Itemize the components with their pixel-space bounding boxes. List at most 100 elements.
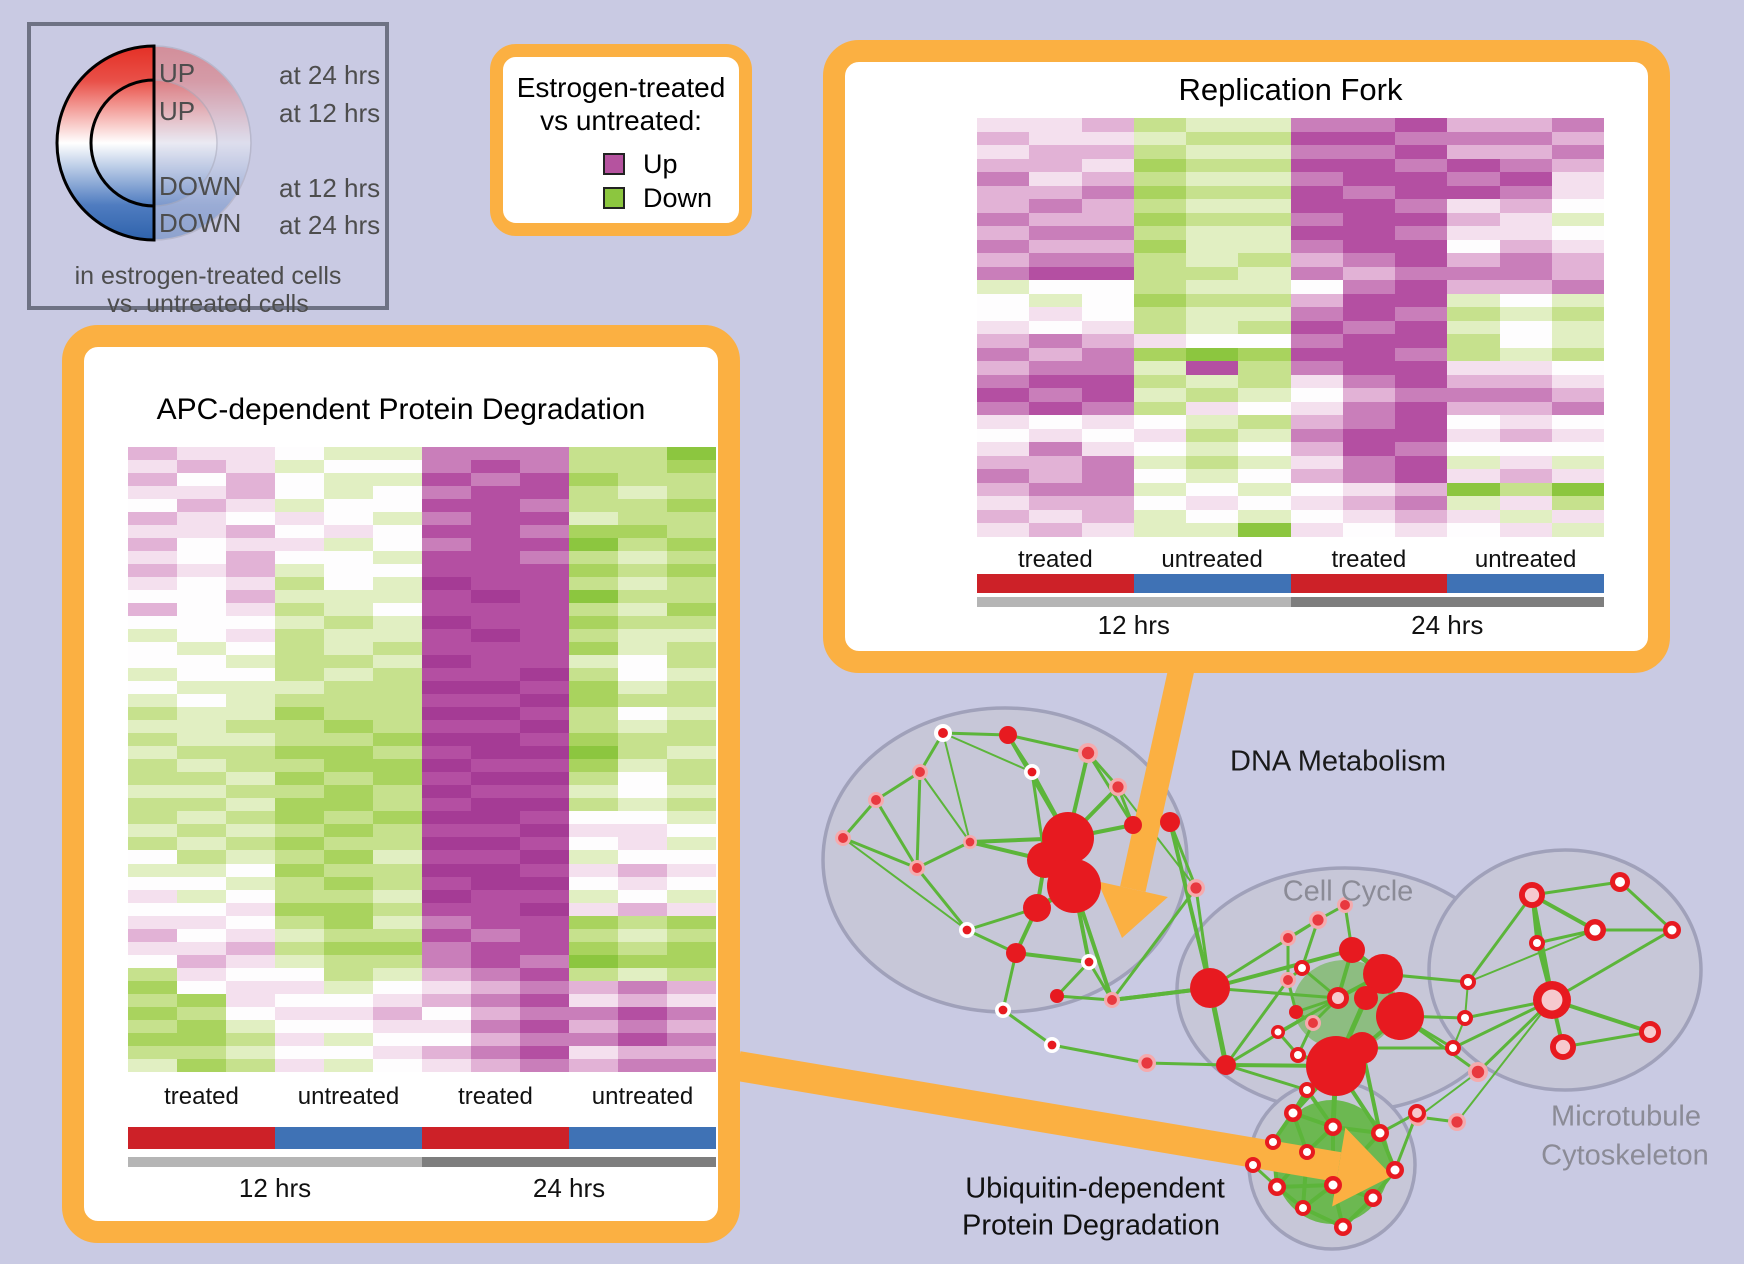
cluster-label-cell-cycle: Cell Cycle bbox=[1282, 875, 1414, 908]
heatmap-cell bbox=[1342, 455, 1395, 470]
heatmap-cell bbox=[667, 603, 716, 617]
heatmap-cell bbox=[667, 915, 716, 929]
heatmap-cell bbox=[520, 1058, 569, 1072]
heatmap-cell bbox=[177, 941, 226, 955]
heatmap-cell bbox=[1133, 320, 1186, 335]
heatmap-cell bbox=[1342, 145, 1395, 159]
heatmap-cell bbox=[471, 564, 520, 578]
cluster-label-ubiquitin-line1: Ubiquitin-dependent bbox=[965, 1172, 1225, 1205]
treated-bar bbox=[128, 1127, 275, 1149]
heatmap-cell bbox=[177, 798, 226, 812]
heatmap-cell bbox=[520, 525, 569, 539]
heatmap-row bbox=[128, 993, 716, 1007]
gene-node-core bbox=[915, 767, 925, 777]
bottom-margin bbox=[0, 1264, 1750, 1279]
heatmap-cell bbox=[977, 172, 1030, 186]
heatmap-cell bbox=[520, 837, 569, 851]
heatmap-cell bbox=[422, 525, 471, 539]
heatmap-cell bbox=[569, 629, 618, 643]
heatmap-cell bbox=[1186, 442, 1239, 456]
heatmap-row bbox=[128, 1058, 716, 1072]
heatmap-cell bbox=[275, 980, 324, 994]
heatmap-cell bbox=[128, 811, 177, 825]
heatmap-cell bbox=[1395, 415, 1448, 429]
heatmap-cell bbox=[471, 694, 520, 708]
heatmap-cell bbox=[520, 811, 569, 825]
heatmap-cell bbox=[1081, 496, 1134, 510]
treated-bar bbox=[422, 1127, 569, 1149]
heatmap-cell bbox=[977, 158, 1030, 173]
heatmap-row bbox=[128, 1006, 716, 1020]
heatmap-cell bbox=[1551, 158, 1604, 173]
estrogen-legend-box: Estrogen-treated vs untreated: Up Down bbox=[490, 44, 752, 236]
estrogen-legend-title-line2: vs untreated: bbox=[540, 105, 702, 136]
heatmap-cell bbox=[177, 889, 226, 903]
heatmap-cell bbox=[1029, 361, 1082, 375]
heatmap-cell bbox=[1029, 509, 1082, 524]
heatmap-cell bbox=[1447, 334, 1500, 348]
heatmap-cell bbox=[1029, 131, 1082, 146]
heatmap-row bbox=[128, 889, 716, 903]
heatmap-cell bbox=[324, 889, 373, 903]
rf-24hrs-label: 24 hrs bbox=[1411, 610, 1484, 640]
heatmap-cell bbox=[226, 512, 275, 526]
heatmap-cell bbox=[226, 1019, 275, 1033]
heatmap-cell bbox=[1029, 239, 1082, 254]
heatmap-cell bbox=[1133, 334, 1186, 348]
heatmap-cell bbox=[1029, 415, 1082, 429]
heatmap-cell bbox=[471, 850, 520, 864]
heatmap-cell bbox=[471, 486, 520, 500]
heatmap-cell bbox=[618, 460, 667, 474]
heatmap-cell bbox=[618, 889, 667, 903]
heatmap-cell bbox=[226, 837, 275, 851]
heatmap-row bbox=[128, 655, 716, 669]
heatmap-cell bbox=[1551, 523, 1604, 537]
heatmap-cell bbox=[667, 941, 716, 955]
heatmap-cell bbox=[1551, 496, 1604, 510]
heatmap-cell bbox=[373, 733, 422, 747]
gene-node-solid bbox=[1047, 859, 1101, 913]
heatmap-cell bbox=[226, 720, 275, 734]
heatmap-cell bbox=[1499, 320, 1552, 335]
heatmap-cell bbox=[471, 499, 520, 513]
heatmap-cell bbox=[275, 538, 324, 552]
heatmap-cell bbox=[275, 720, 324, 734]
apc-heatmap bbox=[128, 447, 716, 1072]
heatmap-cell bbox=[471, 551, 520, 565]
heatmap-cell bbox=[1395, 131, 1448, 146]
gene-node-pink-core bbox=[1524, 887, 1540, 903]
heatmap-cell bbox=[618, 642, 667, 656]
heatmap-cell bbox=[977, 131, 1030, 146]
heatmap-cell bbox=[1499, 307, 1552, 321]
heatmap-cell bbox=[977, 415, 1030, 429]
heatmap-row bbox=[977, 293, 1604, 308]
heatmap-cell bbox=[471, 876, 520, 890]
time-24-bar bbox=[422, 1157, 716, 1167]
heatmap-cell bbox=[618, 785, 667, 799]
heatmap-cell bbox=[226, 967, 275, 981]
heatmap-cell bbox=[1290, 320, 1343, 335]
heatmap-cell bbox=[977, 347, 1030, 362]
heatmap-cell bbox=[569, 642, 618, 656]
heatmap-cell bbox=[1029, 145, 1082, 159]
heatmap-cell bbox=[324, 681, 373, 695]
legend-item-down: Down bbox=[603, 181, 739, 215]
heatmap-cell bbox=[1186, 509, 1239, 524]
heatmap-cell bbox=[128, 642, 177, 656]
heatmap-cell bbox=[1551, 199, 1604, 213]
heatmap-cell bbox=[977, 145, 1030, 159]
heatmap-cell bbox=[1238, 455, 1291, 470]
heatmap-cell bbox=[667, 902, 716, 916]
heatmap-cell bbox=[618, 1058, 667, 1072]
heatmap-cell bbox=[618, 928, 667, 942]
heatmap-cell bbox=[226, 551, 275, 565]
network-edge bbox=[1146, 1061, 1227, 1067]
heatmap-cell bbox=[1551, 415, 1604, 429]
heatmap-cell bbox=[977, 239, 1030, 254]
heatmap-cell bbox=[667, 811, 716, 825]
heatmap-cell bbox=[1186, 226, 1239, 240]
heatmap-cell bbox=[569, 811, 618, 825]
heatmap-cell bbox=[128, 876, 177, 890]
heatmap-cell bbox=[1081, 118, 1134, 132]
heatmap-cell bbox=[324, 902, 373, 916]
